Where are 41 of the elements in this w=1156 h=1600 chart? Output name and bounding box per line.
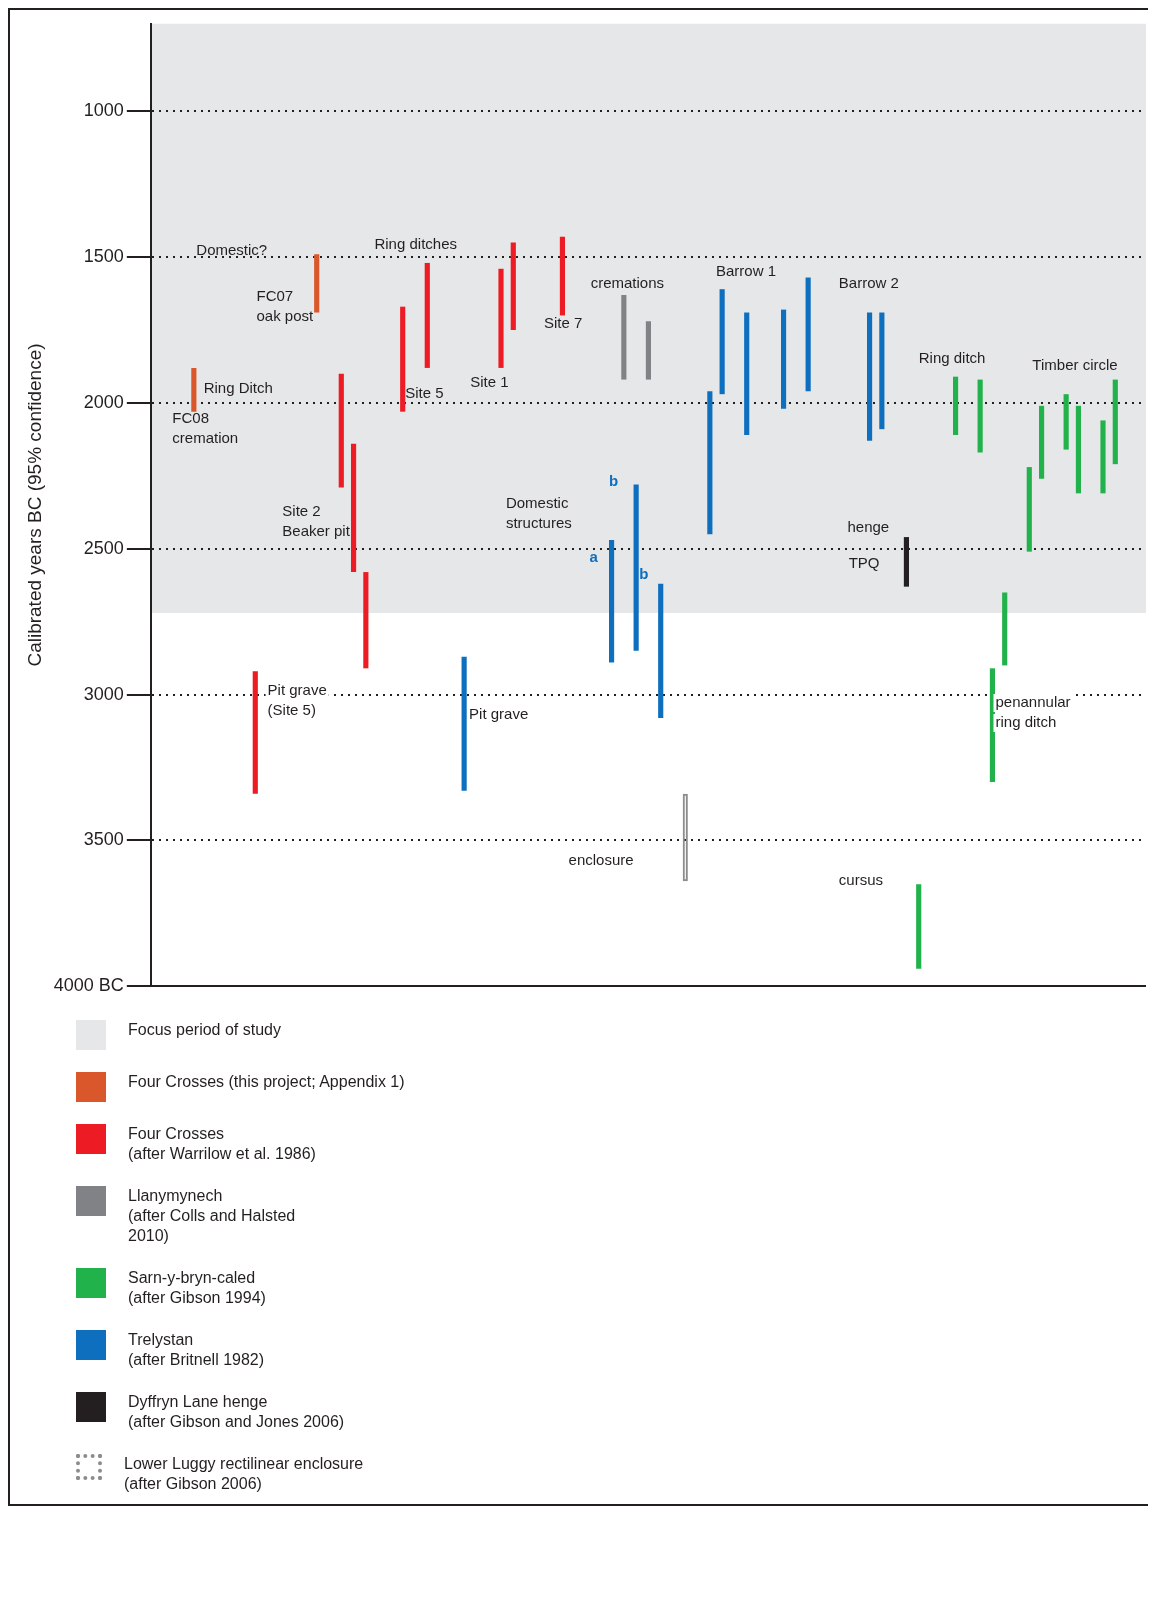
legend-label: Focus period of study bbox=[128, 1020, 281, 1040]
legend-label: Sarn-y-bryn-caled (after Gibson 1994) bbox=[128, 1268, 266, 1308]
annotation: henge bbox=[847, 518, 890, 536]
annotation: Barrow 1 bbox=[716, 262, 777, 280]
annotation: penannular ring ditch bbox=[995, 693, 1071, 731]
annotation: Site 5 bbox=[405, 384, 444, 402]
legend-label: Dyffryn Lane henge (after Gibson and Jones 2006) bbox=[128, 1392, 345, 1432]
y-tick-label: 1000 bbox=[83, 100, 124, 121]
y-tick-label: 4000 BC bbox=[53, 975, 124, 996]
annotation: Site 2 Beaker pit bbox=[282, 502, 351, 540]
annotation: Site 1 bbox=[470, 372, 509, 390]
annotation: cremations bbox=[590, 273, 665, 291]
legend-label: Four Crosses (this project; Appendix 1) bbox=[128, 1072, 405, 1092]
y-tick-label: 1500 bbox=[83, 246, 124, 267]
annotation: Site 7 bbox=[543, 314, 583, 332]
legend-label: Lower Luggy rectilinear enclosure (after Gibson 2006) bbox=[124, 1454, 364, 1494]
y-tick-label: 3500 bbox=[83, 829, 124, 850]
annotation: Timber circle bbox=[1032, 355, 1118, 373]
annotation: a bbox=[589, 548, 599, 566]
annotation: Pit grave (Site 5) bbox=[267, 680, 327, 718]
annotation: FC08 cremation bbox=[172, 409, 239, 447]
annotation: Domestic? bbox=[196, 241, 268, 259]
legend-label: Four Crosses (after Warrilow et al. 1986) bbox=[128, 1124, 316, 1164]
annotation: Barrow 2 bbox=[838, 273, 899, 291]
annotation: Ring ditches bbox=[374, 235, 457, 253]
annotation: Domestic structures bbox=[505, 493, 572, 531]
annotation: b bbox=[639, 565, 649, 583]
annotation: cursus bbox=[838, 871, 884, 889]
annotation: FC07 oak post bbox=[256, 286, 315, 324]
y-tick-label: 2000 bbox=[83, 391, 124, 412]
annotation: Pit grave bbox=[469, 704, 529, 722]
y-tick-label: 3000 bbox=[83, 683, 124, 704]
annotation: enclosure bbox=[568, 851, 634, 869]
y-tick-label: 2500 bbox=[83, 537, 124, 558]
annotation: b bbox=[609, 472, 619, 490]
legend-label: Llanymynech (after Colls and Halsted 2010) bbox=[128, 1186, 296, 1246]
annotation: TPQ bbox=[848, 553, 880, 571]
annotation: Ring Ditch bbox=[203, 378, 273, 396]
legend-label: Trelystan (after Britnell 1982) bbox=[128, 1330, 265, 1370]
y-axis-title: Calibrated years BC (95% confidence) bbox=[23, 343, 45, 667]
annotation: Ring ditch bbox=[918, 348, 986, 366]
